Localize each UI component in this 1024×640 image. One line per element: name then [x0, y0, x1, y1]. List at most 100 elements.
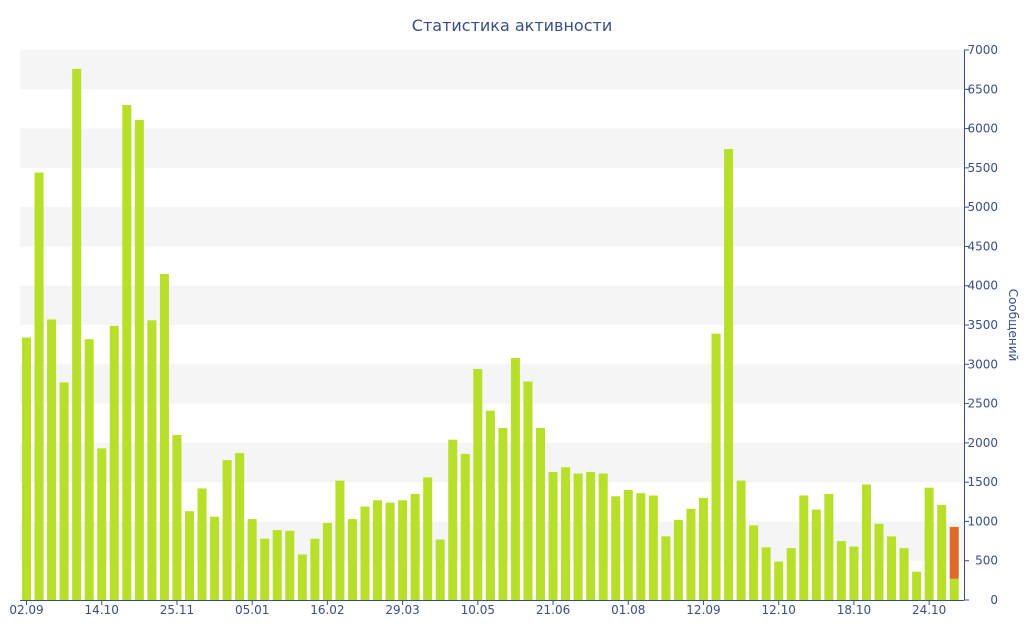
bar	[159, 273, 169, 600]
x-tick-label: 25.11	[160, 603, 194, 617]
x-tick-label: 29.03	[385, 603, 419, 617]
bar	[272, 530, 282, 600]
bar	[147, 320, 157, 600]
bar	[197, 488, 207, 600]
bar	[786, 548, 796, 600]
bar	[172, 435, 182, 600]
bar	[435, 539, 445, 600]
bar	[235, 453, 245, 600]
grid-band	[20, 50, 964, 90]
x-tick-label: 05.01	[235, 603, 269, 617]
bar	[335, 480, 345, 600]
bar	[410, 493, 420, 600]
x-tick-label: 10.05	[461, 603, 495, 617]
bar	[799, 495, 809, 600]
bar	[548, 471, 558, 600]
bar	[373, 500, 383, 600]
y-tick-label: 4000	[967, 279, 998, 293]
bar	[134, 119, 144, 600]
bar	[247, 519, 257, 600]
grid-band	[20, 285, 964, 325]
x-tick-label: 12.10	[762, 603, 796, 617]
bar	[297, 554, 307, 600]
x-tick-label: 14.10	[85, 603, 119, 617]
bar	[887, 536, 897, 600]
bar	[22, 337, 32, 600]
bar	[661, 536, 671, 600]
bar-highlight	[949, 526, 959, 579]
x-tick-label: 21.06	[536, 603, 570, 617]
y-tick-label: 5000	[967, 200, 998, 214]
bar	[510, 358, 520, 600]
bar	[122, 105, 132, 600]
bar	[724, 149, 734, 600]
grid-bands	[20, 50, 964, 561]
bar	[836, 541, 846, 600]
bar	[59, 382, 69, 600]
bar	[686, 508, 696, 600]
bar	[34, 172, 44, 601]
grid-band	[20, 364, 964, 404]
bar	[322, 523, 332, 600]
bar	[912, 571, 922, 600]
y-tick-label: 500	[975, 554, 998, 568]
y-axis-title: Сообщений	[1006, 289, 1020, 362]
bar	[849, 546, 859, 600]
bar	[222, 460, 232, 600]
bar	[598, 473, 608, 600]
x-tick-label: 01.08	[611, 603, 645, 617]
bars-group	[22, 68, 959, 601]
y-tick-label: 1000	[967, 514, 998, 528]
bar	[636, 493, 646, 600]
x-tick-label: 02.09	[9, 603, 43, 617]
bar	[711, 333, 721, 600]
bar	[611, 496, 621, 600]
y-tick-label: 3000	[967, 357, 998, 371]
bar	[260, 538, 270, 600]
x-tick-label: 24.10	[912, 603, 946, 617]
bar	[423, 477, 433, 600]
bar	[460, 453, 470, 600]
x-tick-label: 16.02	[310, 603, 344, 617]
bar	[673, 519, 683, 600]
bar	[473, 369, 483, 600]
bar	[72, 68, 82, 601]
bar	[648, 495, 658, 600]
bar	[97, 448, 107, 600]
y-tick-label: 6000	[967, 122, 998, 136]
y-tick-label: 6500	[967, 82, 998, 96]
bar	[573, 473, 583, 600]
bar	[774, 561, 784, 600]
grid-band	[20, 128, 964, 168]
bar	[586, 471, 596, 600]
y-tick-label: 2500	[967, 397, 998, 411]
grid-band	[20, 207, 964, 247]
y-tick-label: 0	[990, 593, 998, 607]
bar	[698, 497, 708, 600]
bar	[749, 525, 759, 600]
bar	[47, 319, 57, 600]
bar	[924, 487, 934, 600]
bar	[485, 410, 495, 600]
bar	[937, 504, 947, 600]
bar	[899, 548, 909, 600]
bar	[736, 480, 746, 600]
bar	[523, 381, 533, 600]
bar	[811, 509, 821, 600]
bar	[84, 339, 94, 600]
bar	[949, 578, 959, 600]
chart-title: Статистика активности	[412, 16, 612, 35]
x-tick-label: 18.10	[837, 603, 871, 617]
y-tick-label: 1500	[967, 475, 998, 489]
bar	[385, 502, 395, 600]
y-tick-label: 7000	[967, 43, 998, 57]
bar	[210, 516, 220, 600]
x-tick-label: 12.09	[686, 603, 720, 617]
bar	[347, 519, 357, 600]
bar	[448, 439, 458, 600]
bar	[861, 484, 871, 600]
y-tick-label: 5500	[967, 161, 998, 175]
bar	[310, 538, 320, 600]
bar	[360, 506, 370, 600]
